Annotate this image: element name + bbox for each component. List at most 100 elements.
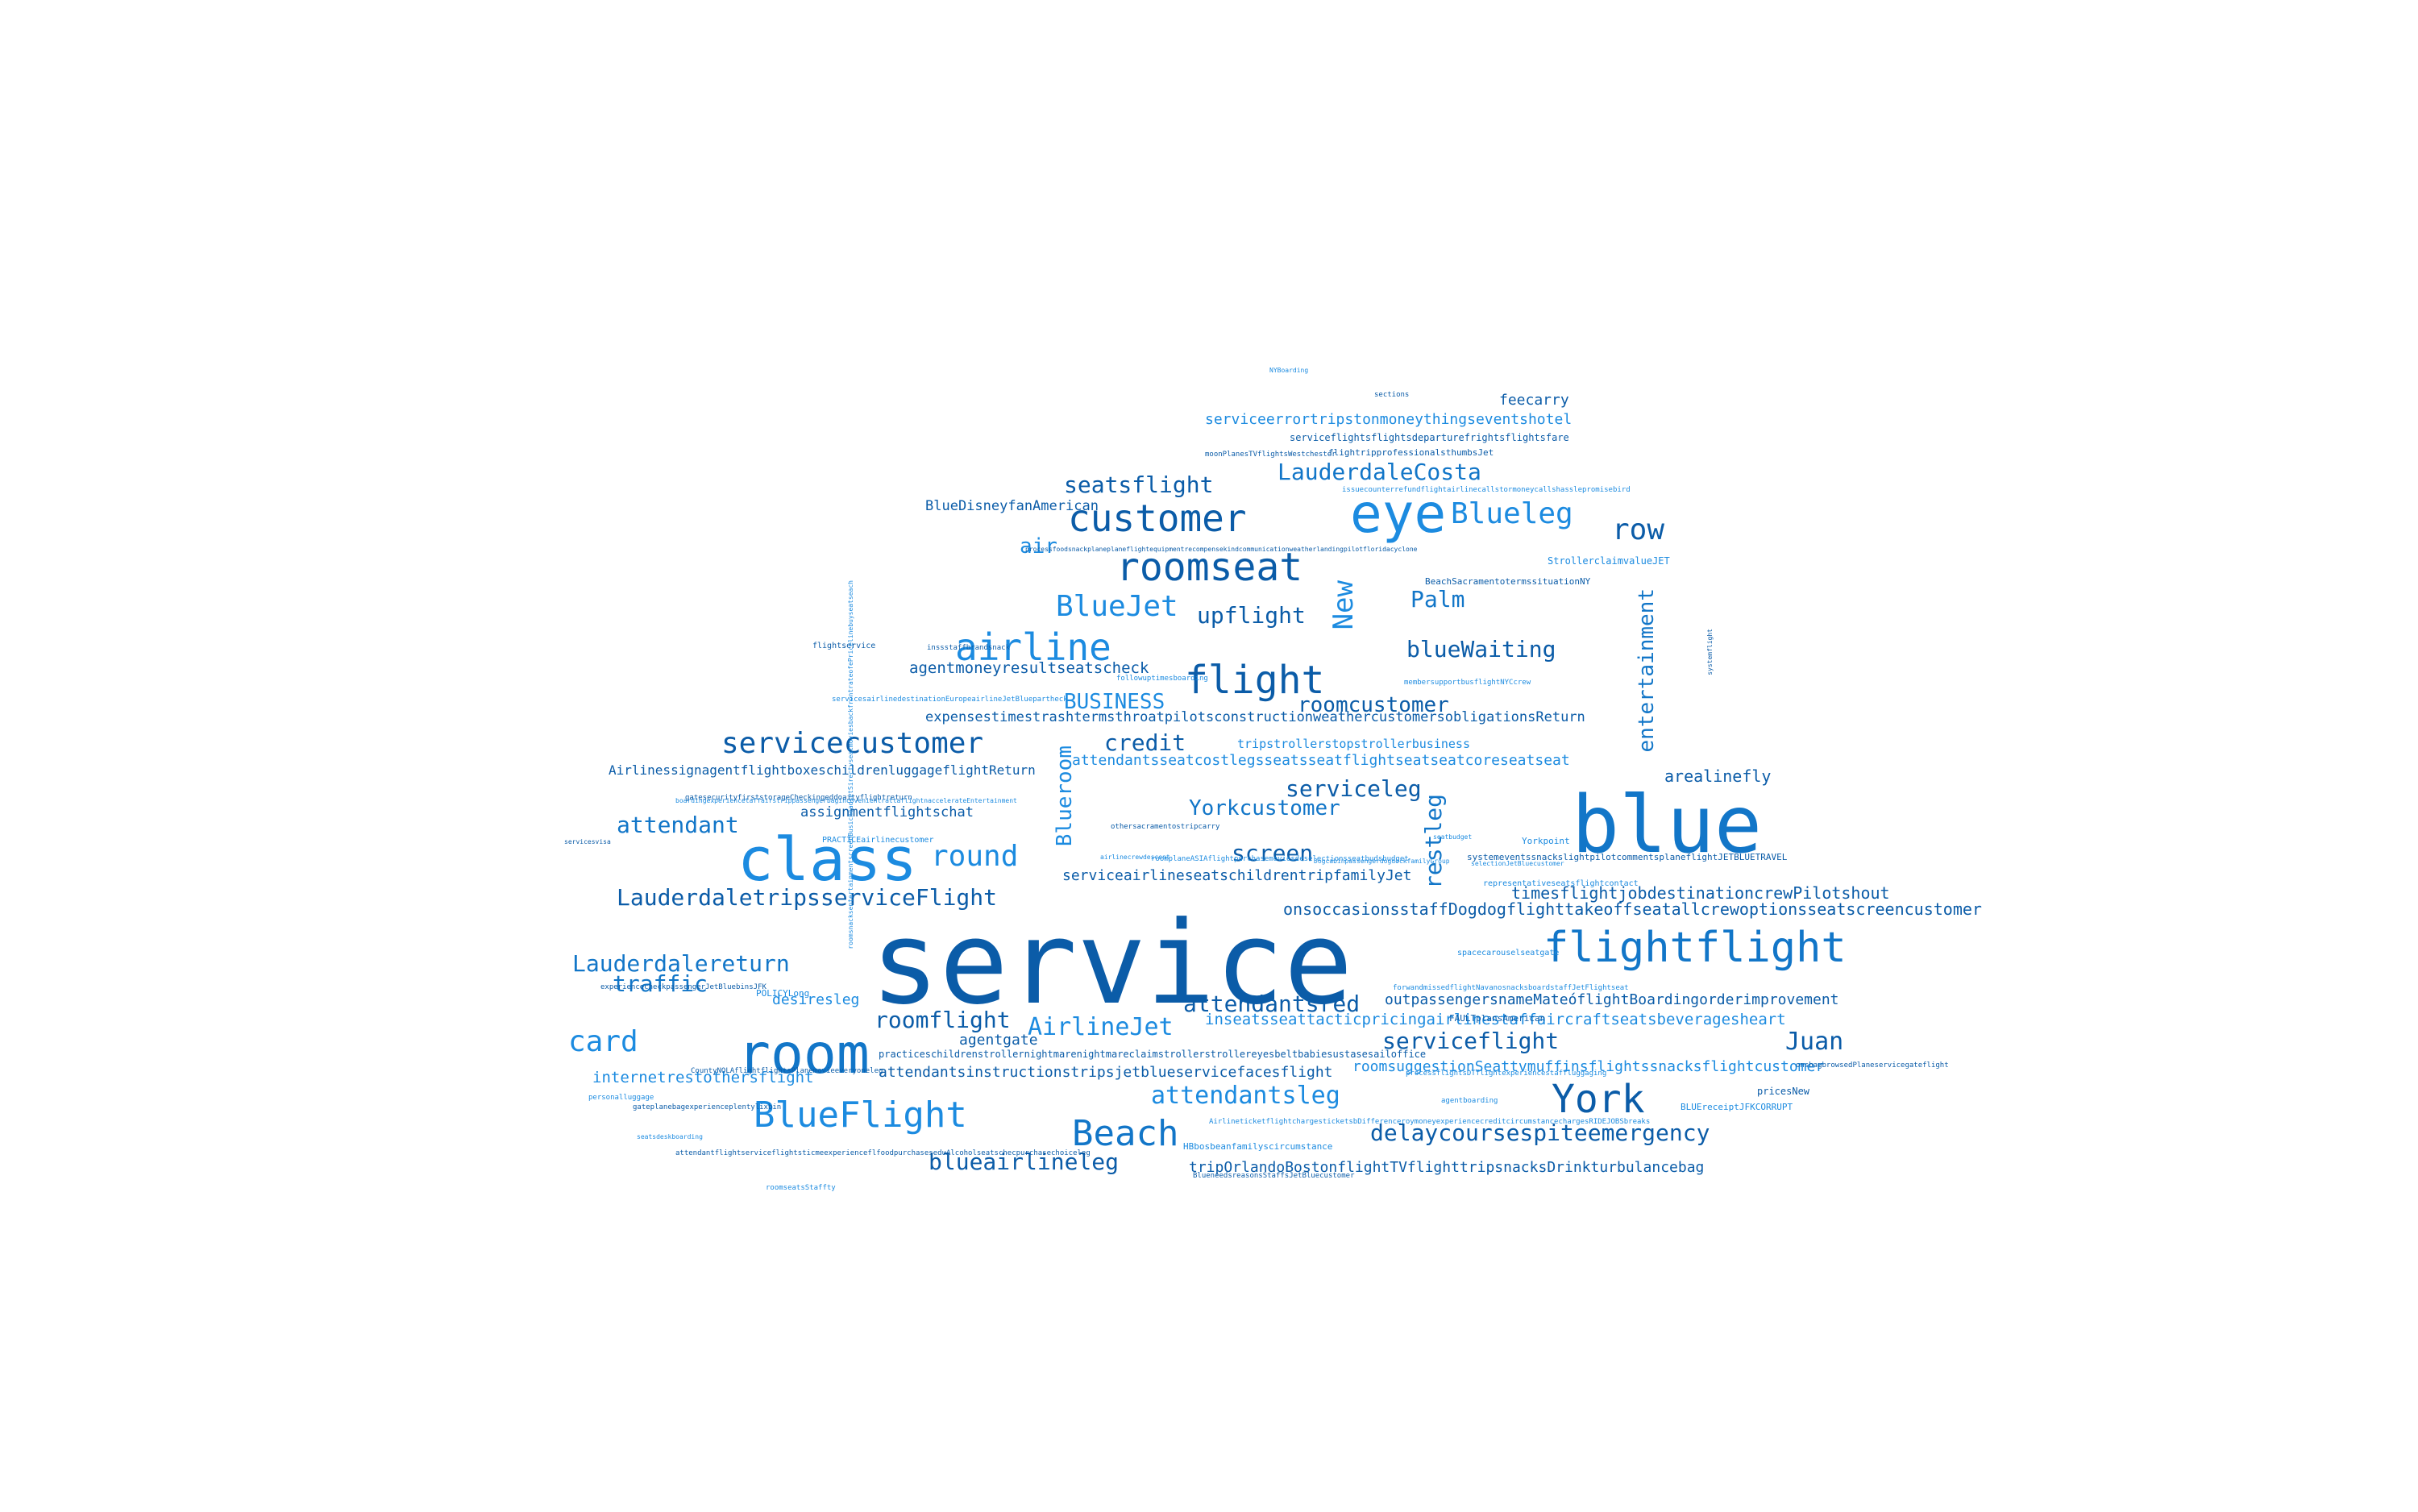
word: eye (1350, 483, 1447, 545)
word: serviceairlineseatschildrentripfamilyJet (1062, 867, 1412, 884)
word: arealinefly (1664, 766, 1772, 786)
word: feecarry (1499, 392, 1569, 409)
word: servicesvisa (564, 838, 611, 845)
word: servicesairlinedestinationEuropeairlineJ… (832, 696, 1068, 704)
word: internetrestothersflight (592, 1069, 814, 1086)
word: Lauderdalereturn (572, 950, 790, 977)
word: agentgate (959, 1032, 1038, 1049)
word: blue (1572, 779, 1763, 871)
word: attendantflightserviceflightsticmeexperi… (675, 1149, 1091, 1157)
word: LauderdaleCosta (1278, 459, 1481, 485)
word: BlueneedsreasonsStaffsJetBluecustomer (1193, 1172, 1355, 1180)
word: serviceflight (1382, 1028, 1560, 1054)
word: seatsdeskboarding (637, 1133, 703, 1140)
word: blueWaiting (1406, 636, 1556, 663)
word: PRACTICEairlinecustomer (822, 836, 934, 845)
word: serviceerrortripstonmoneythingseventshot… (1205, 411, 1573, 428)
word: experiencecheckpassengerJetBluebinsJFK (600, 983, 767, 991)
word: StrollerclaimvalueJET (1548, 555, 1670, 567)
word: BLUEreceiptJFKCORRUPT (1681, 1102, 1793, 1112)
word: Blueleg (1451, 497, 1573, 530)
word: roomseat (1116, 545, 1303, 590)
word: roomseatsStaffty (766, 1184, 836, 1192)
word: Airlinessignagentflightboxeschildrenlugg… (609, 762, 1036, 778)
word: flightservice (812, 642, 876, 650)
word: desiresleg (772, 991, 860, 1008)
word: BlueFlight (754, 1095, 967, 1136)
word: servicecustomer (721, 727, 984, 760)
word: York (1552, 1077, 1645, 1122)
word: HBbosbeanfamilyscircumstance (1183, 1141, 1333, 1152)
word: inseatsseattacticpricingairlinestaffairc… (1205, 1011, 1786, 1028)
word: processflightsDTflightexperiencestafflug… (1406, 1070, 1607, 1078)
word: Juan (1785, 1028, 1844, 1056)
word: outpassengersnameMateóflightBoardingorde… (1385, 991, 1839, 1008)
word: AirlineJet (1028, 1013, 1174, 1041)
word: flightripprofessionalsthumbsJet (1328, 447, 1494, 458)
word: roomsuggestionSeattvmuffinsflightssnacks… (1352, 1058, 1825, 1075)
word: onsoccasionsstaffDogdogflighttakeoffseat… (1283, 899, 1982, 919)
word: service (870, 897, 1353, 1030)
word: blueairlineleg (929, 1149, 1120, 1175)
word: POLICYLong (756, 988, 810, 999)
word: seatbudget (1433, 833, 1473, 841)
word: row (1612, 513, 1665, 546)
word: attendantsseatcostlegsseatsseatflightsea… (1072, 752, 1570, 769)
word: BeachSacramentotermssituationNY (1425, 576, 1591, 587)
word: entertainment (1635, 588, 1659, 753)
word: sections (1374, 391, 1410, 399)
word: processfoodsnackplaneplaneflightequipmen… (1025, 546, 1418, 553)
word: LauderdaletripsserviceFlight (617, 884, 998, 911)
word: credit (1104, 729, 1186, 756)
word: systemflight (1706, 629, 1714, 675)
word: Yorkpoint (1522, 836, 1570, 846)
word: air (1020, 534, 1057, 559)
word: traffic (613, 970, 708, 997)
word: roomflight (875, 1007, 1011, 1033)
word: serviceflightsflightsdeparturefrightsfli… (1290, 432, 1569, 443)
word: flight (1185, 658, 1325, 703)
word: othersacramentostripcarry (1111, 823, 1220, 831)
word: Yorkcustomer (1189, 796, 1340, 820)
word: selectionJetBluecustomer (1471, 860, 1564, 867)
word: restleg (1420, 794, 1447, 890)
word: practiceschildrenstrollernightmarenightm… (879, 1049, 1427, 1060)
word: screen (1232, 840, 1314, 866)
word: upflight (1197, 602, 1306, 629)
word: room (737, 1023, 870, 1086)
word: BUSINESS (1064, 690, 1165, 714)
word: pricesNew (1757, 1086, 1810, 1097)
word: BlueJet (1056, 590, 1178, 623)
word: tripstrollerstopstrollerbusiness (1237, 737, 1470, 751)
word: gatesecurityfirststorageCheckingeddoaity… (685, 794, 912, 802)
word: followuptimesboarding (1116, 675, 1208, 683)
word: class (737, 825, 917, 895)
word: gateplanebagexperienceplentylixbin (633, 1103, 782, 1111)
word: Palm (1410, 586, 1465, 613)
word: FAULTplansAmerican (1449, 1013, 1546, 1024)
word: NYBoarding (1269, 367, 1309, 374)
word: issuecounterrefundflightairlinecallstorm… (1342, 486, 1631, 494)
word: tripOrlandoBostonflightTVflighttripsnack… (1189, 1159, 1705, 1176)
word: representativeseatsflightcontact (1483, 879, 1639, 888)
word: DogcabinpassengerdogdockfamilyGroup (1314, 858, 1450, 865)
word: expensestimestrashtermsthroatpilotsconst… (925, 709, 1585, 725)
word: seatsflight (1064, 471, 1214, 498)
word: inssstaffbrandsnack (927, 644, 1010, 652)
word: boardingexperiencetaffairstrippassengerb… (675, 797, 1017, 804)
word: Beach (1072, 1113, 1179, 1154)
word: roomplaneASIAflightpurchasemoviesdeselec… (1151, 855, 1409, 863)
word: roomsnacksentertainmentscreenBusicheadse… (847, 580, 854, 949)
word: CountyNOLAflightflightsPlanemovieeveryon… (691, 1067, 883, 1075)
word: attendantsleg (1151, 1082, 1340, 1110)
word: airline (955, 625, 1111, 669)
word: forwandmissedflightNavanosnacksboardstaf… (1393, 984, 1629, 992)
word: serviceleg (1286, 775, 1422, 802)
word: card (568, 1025, 638, 1058)
word: agentmoneyresultseatscheck (909, 659, 1149, 677)
word: delaycoursespiteemergency (1370, 1119, 1710, 1146)
word: moonPlanesTVflightsWestchester (1205, 451, 1336, 459)
word: agentboarding (1441, 1097, 1498, 1105)
word: roomcustomer (1298, 693, 1449, 717)
